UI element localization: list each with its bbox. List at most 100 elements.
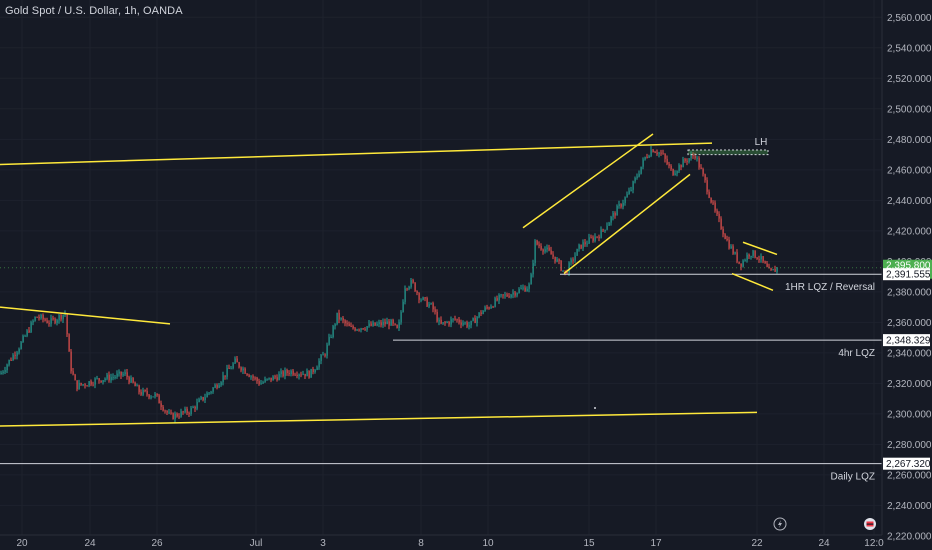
x-tick-label: 24 [84,538,96,549]
candle-body [156,393,158,396]
candle-body [422,297,424,300]
candle-body [416,291,418,293]
candle-body [484,307,486,311]
candle-body [214,385,216,388]
liquidity-levels: 1HR LQZ / Reversal 4hr LQZ Daily LQZ [0,273,882,483]
candle-body [642,159,644,167]
candle-body [138,385,140,393]
candle-body [766,263,768,267]
level-label: Daily LQZ [831,472,875,483]
candle-body [162,406,164,411]
candle-body [736,252,738,262]
y-tick-label: 2,520.000 [887,74,932,85]
level-price-tag [883,268,930,281]
candle-body [120,371,122,376]
candle-body [542,249,544,252]
candle-body [246,373,248,375]
candle-body [446,322,448,324]
candle-body [106,374,108,379]
candle-body [534,240,536,264]
candle-body [158,395,160,404]
candle-body [136,385,138,387]
candle-body [524,287,526,292]
trend-line [0,411,758,427]
candle-body [388,321,390,326]
candle-body [118,371,120,374]
candle-body [142,389,144,395]
candle-body [190,407,192,414]
candle-body [668,163,670,166]
candle-body [714,202,716,211]
candle-body [754,250,756,258]
candle-body [364,329,366,331]
x-tick-label: 10 [482,538,494,549]
candle-body [536,240,538,245]
candle-body [346,323,348,325]
candle-body [38,317,40,319]
candle-body [366,326,368,330]
candle-body [216,385,218,388]
candle-body [132,377,134,383]
candle-body [638,173,640,177]
price-tags: 2,395.80001:432,391.5552,348.3292,267.32… [0,259,932,470]
candle-body [290,370,292,375]
y-tick-label: 2,360.000 [887,318,932,329]
candle-body [758,259,760,261]
candle-body [108,374,110,381]
candle-body [540,246,542,250]
candle-body [546,247,548,250]
lightning-icon[interactable] [773,517,787,531]
candle-body [208,392,210,394]
candle-body [458,319,460,323]
candle-body [674,173,676,176]
candle-body [666,158,668,164]
candle-body [126,372,128,378]
candle-body [734,252,736,254]
candle-body [512,292,514,295]
time-axis-panel[interactable] [0,535,882,550]
candle-body [178,416,180,418]
candle-body [100,380,102,383]
candle-body [682,159,684,168]
candle-body [646,156,648,158]
candle-body [306,370,308,377]
candle-body [414,282,416,292]
candle-body [552,254,554,257]
candle-body [572,259,574,261]
candle-body [698,157,700,168]
candle-body [286,370,288,374]
lh-zone-box [687,149,769,156]
candle-body [578,244,580,249]
candle-body [330,337,332,339]
candle-body [708,191,710,198]
candle-body [438,319,440,322]
candle-body [676,171,678,174]
candle-body [92,384,94,386]
candle-body [462,323,464,325]
candle-body [776,267,778,272]
candle-body [58,315,60,321]
candle-body [188,412,190,414]
candle-body [436,311,438,322]
trend-line [742,241,778,256]
candle-body [262,382,264,384]
candle-body [328,337,330,345]
candle-body [768,266,770,269]
candle-body [680,165,682,168]
calendar-icon[interactable] [864,518,876,530]
candle-body [712,202,714,204]
candle-body [314,369,316,372]
candle-body [186,408,188,413]
candle-body [486,307,488,309]
candle-body [192,407,194,409]
candle-body [362,328,364,330]
candle-body [474,318,476,323]
candle-body [690,154,692,159]
candle-body [654,152,656,154]
candle-body [450,319,452,325]
candle-body [210,391,212,393]
candle-body [670,165,672,170]
candle-body [248,374,250,377]
x-tick-label: 15 [583,538,595,549]
